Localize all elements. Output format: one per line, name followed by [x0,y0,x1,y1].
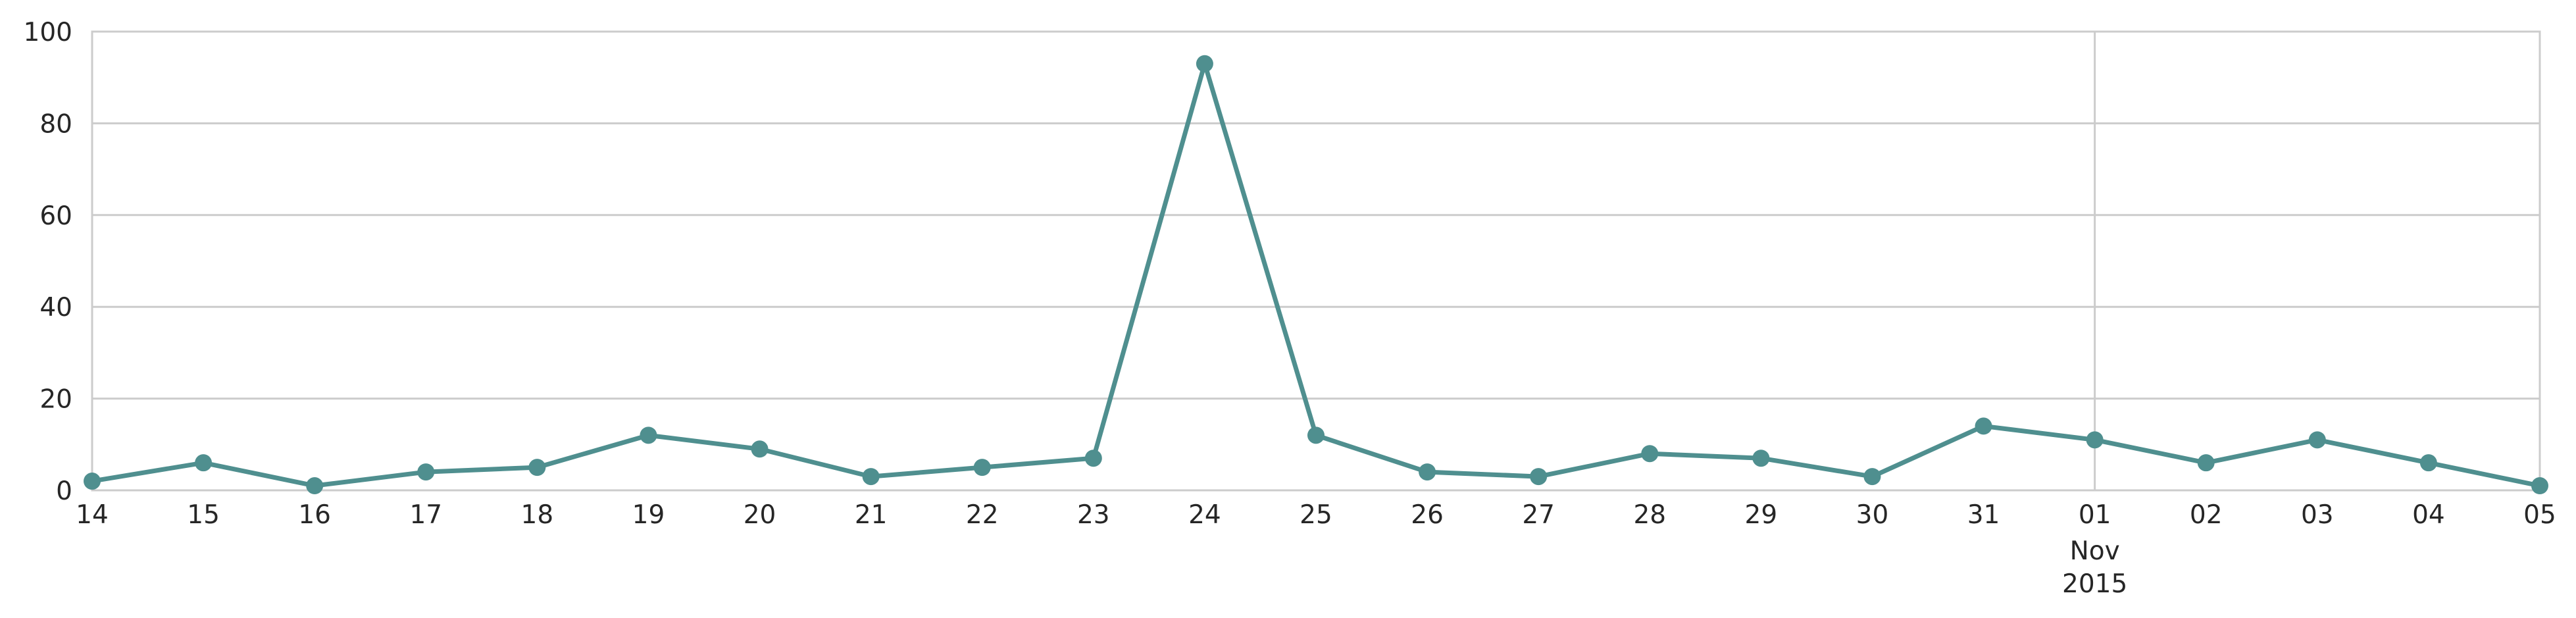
y-tick-label: 80 [39,109,72,139]
x-tick-label: 27 [1522,500,1555,530]
plot-frame [91,30,2541,492]
data-points [84,55,2548,495]
x-tick-label: 23 [1077,500,1110,530]
data-point [2531,477,2548,495]
y-tick-label: 100 [24,18,72,47]
data-point [528,459,546,476]
data-point [640,426,657,444]
x-tick-label: 30 [1856,500,1889,530]
x-tick-label: 20 [744,500,776,530]
gridlines [92,30,2540,492]
data-point [1307,426,1325,444]
x-tick-label: 31 [1967,500,2000,530]
x-tick-label: 21 [855,500,888,530]
x-tick-sublabel: 2015 [2062,569,2127,599]
data-point [195,454,213,472]
data-point [973,459,991,476]
x-tick-label: 22 [966,500,999,530]
x-tick-label: 04 [2412,500,2445,530]
x-tick-label: 16 [298,500,331,530]
data-point [862,468,880,486]
x-tick-label: 24 [1188,500,1221,530]
data-point [751,440,769,458]
data-point [2197,454,2215,472]
y-tick-label: 20 [39,385,72,415]
x-tick-label: 28 [1633,500,1666,530]
x-tick-label: 18 [521,500,554,530]
x-tick-label: 26 [1411,500,1444,530]
data-point [84,473,101,490]
data-point [1863,468,1881,486]
y-tick-label: 40 [39,293,72,322]
x-axis-tick-labels: 14 15 16 17 18 19 20 21 22 23 24 25 26 27 28 29 30 31 01 No… [76,500,2556,599]
data-point [1419,463,1436,481]
data-point [306,477,324,495]
data-point [1975,417,1992,435]
data-point [1752,450,1770,467]
x-tick-label: 19 [632,500,665,530]
x-tick-label: 17 [409,500,442,530]
data-point [1196,55,1213,72]
series-line [89,61,2542,488]
x-tick-label: 15 [187,500,220,530]
y-tick-label: 0 [56,476,72,506]
data-point [1530,468,1548,486]
data-point [417,463,435,481]
x-tick-label: 14 [76,500,109,530]
data-point [2419,454,2437,472]
data-point [2086,431,2104,449]
x-tick-label: 25 [1300,500,1332,530]
x-tick-sublabel: Nov [2070,536,2120,566]
y-tick-label: 60 [39,201,72,231]
x-tick-label: 01 [2079,500,2111,530]
x-tick-label: 29 [1745,500,1778,530]
data-point [1641,445,1659,463]
x-tick-label: 05 [2523,500,2556,530]
x-tick-label: 03 [2301,500,2334,530]
data-point [1084,450,1102,467]
y-axis-tick-labels: 0 20 40 60 80 100 [24,18,72,506]
x-tick-label: 02 [2190,500,2223,530]
data-point [2308,431,2326,449]
